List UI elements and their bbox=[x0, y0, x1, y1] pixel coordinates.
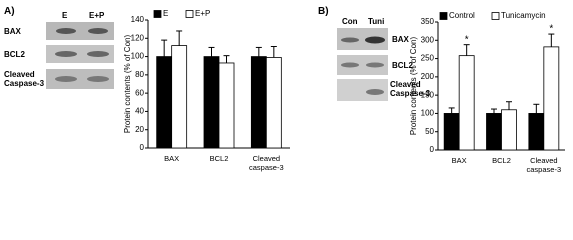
x-tick-label: BCL2 bbox=[209, 154, 229, 163]
x-tick-label: BCL2 bbox=[492, 156, 511, 165]
x-tick-label: BAX bbox=[451, 156, 467, 165]
bar bbox=[443, 113, 460, 151]
legend-label: E+P bbox=[195, 9, 210, 18]
legend-swatch bbox=[439, 12, 448, 20]
bar bbox=[171, 45, 188, 149]
y-tick-label: 350 bbox=[421, 17, 435, 26]
lane-label: Tuni bbox=[368, 17, 385, 26]
legend-swatch bbox=[185, 10, 194, 18]
y-tick-label: 20 bbox=[135, 125, 144, 134]
row-label: Cleaved Caspase-3 bbox=[4, 70, 45, 88]
y-tick-label: 120 bbox=[131, 33, 145, 42]
bar bbox=[543, 46, 560, 151]
y-tick-label: 40 bbox=[135, 107, 144, 116]
figure: 0 20 40 60 80 100 120 140 Protein contents (% of… bbox=[4, 6, 565, 174]
row-label: BCL2 bbox=[392, 61, 413, 70]
y-axis-label: Protein contents (% of Con) bbox=[409, 37, 418, 136]
y-tick-label: 80 bbox=[135, 70, 144, 79]
x-tick-label: BAX bbox=[164, 154, 180, 163]
row-label: Cleaved Caspase-3 bbox=[390, 80, 431, 98]
row-label: BAX bbox=[392, 35, 409, 44]
bar bbox=[528, 113, 545, 151]
lane-label: E bbox=[62, 11, 68, 20]
y-tick-label: 200 bbox=[421, 72, 435, 81]
row-label: BCL2 bbox=[4, 50, 25, 59]
bar bbox=[458, 55, 475, 151]
bar bbox=[486, 113, 502, 151]
chart: 0 20 40 60 80 100 120 140 Protein contents (% of… bbox=[46, 9, 565, 154]
bar bbox=[265, 57, 282, 149]
y-tick-label: 300 bbox=[421, 35, 435, 44]
legend-label: E bbox=[163, 9, 168, 18]
panel-label: A) bbox=[4, 6, 15, 17]
bar bbox=[156, 56, 173, 149]
y-tick-label: 50 bbox=[425, 127, 434, 136]
bar bbox=[218, 62, 235, 149]
y-tick-label: 100 bbox=[131, 52, 145, 61]
legend-swatch bbox=[491, 12, 500, 20]
y-tick-label: 60 bbox=[135, 88, 144, 97]
legend-label: Tunicamycin bbox=[501, 11, 546, 20]
significance-marker: * bbox=[549, 24, 553, 35]
significance-marker: * bbox=[465, 34, 469, 45]
legend-label: Control bbox=[449, 11, 475, 20]
bar bbox=[250, 56, 267, 149]
bar bbox=[501, 109, 517, 151]
y-axis-label: Protein contents (% of Con) bbox=[123, 35, 132, 134]
blot-b bbox=[337, 28, 388, 101]
lane-label: E+P bbox=[89, 11, 105, 20]
y-tick-label: 150 bbox=[421, 90, 435, 99]
lane-label: Con bbox=[342, 17, 358, 26]
y-tick-label: 0 bbox=[140, 143, 145, 152]
row-label: BAX bbox=[4, 27, 21, 36]
y-tick-label: 0 bbox=[430, 145, 435, 154]
panel-label: B) bbox=[318, 6, 329, 17]
x-tick-label: Cleaved caspase-3 bbox=[249, 154, 284, 172]
blot-a bbox=[46, 22, 114, 89]
y-tick-label: 100 bbox=[421, 109, 435, 118]
legend-swatch bbox=[153, 10, 162, 18]
bar bbox=[203, 56, 220, 149]
x-tick-label: Cleaved caspase-3 bbox=[526, 156, 562, 174]
y-tick-label: 140 bbox=[131, 15, 145, 24]
y-tick-label: 250 bbox=[421, 54, 435, 63]
